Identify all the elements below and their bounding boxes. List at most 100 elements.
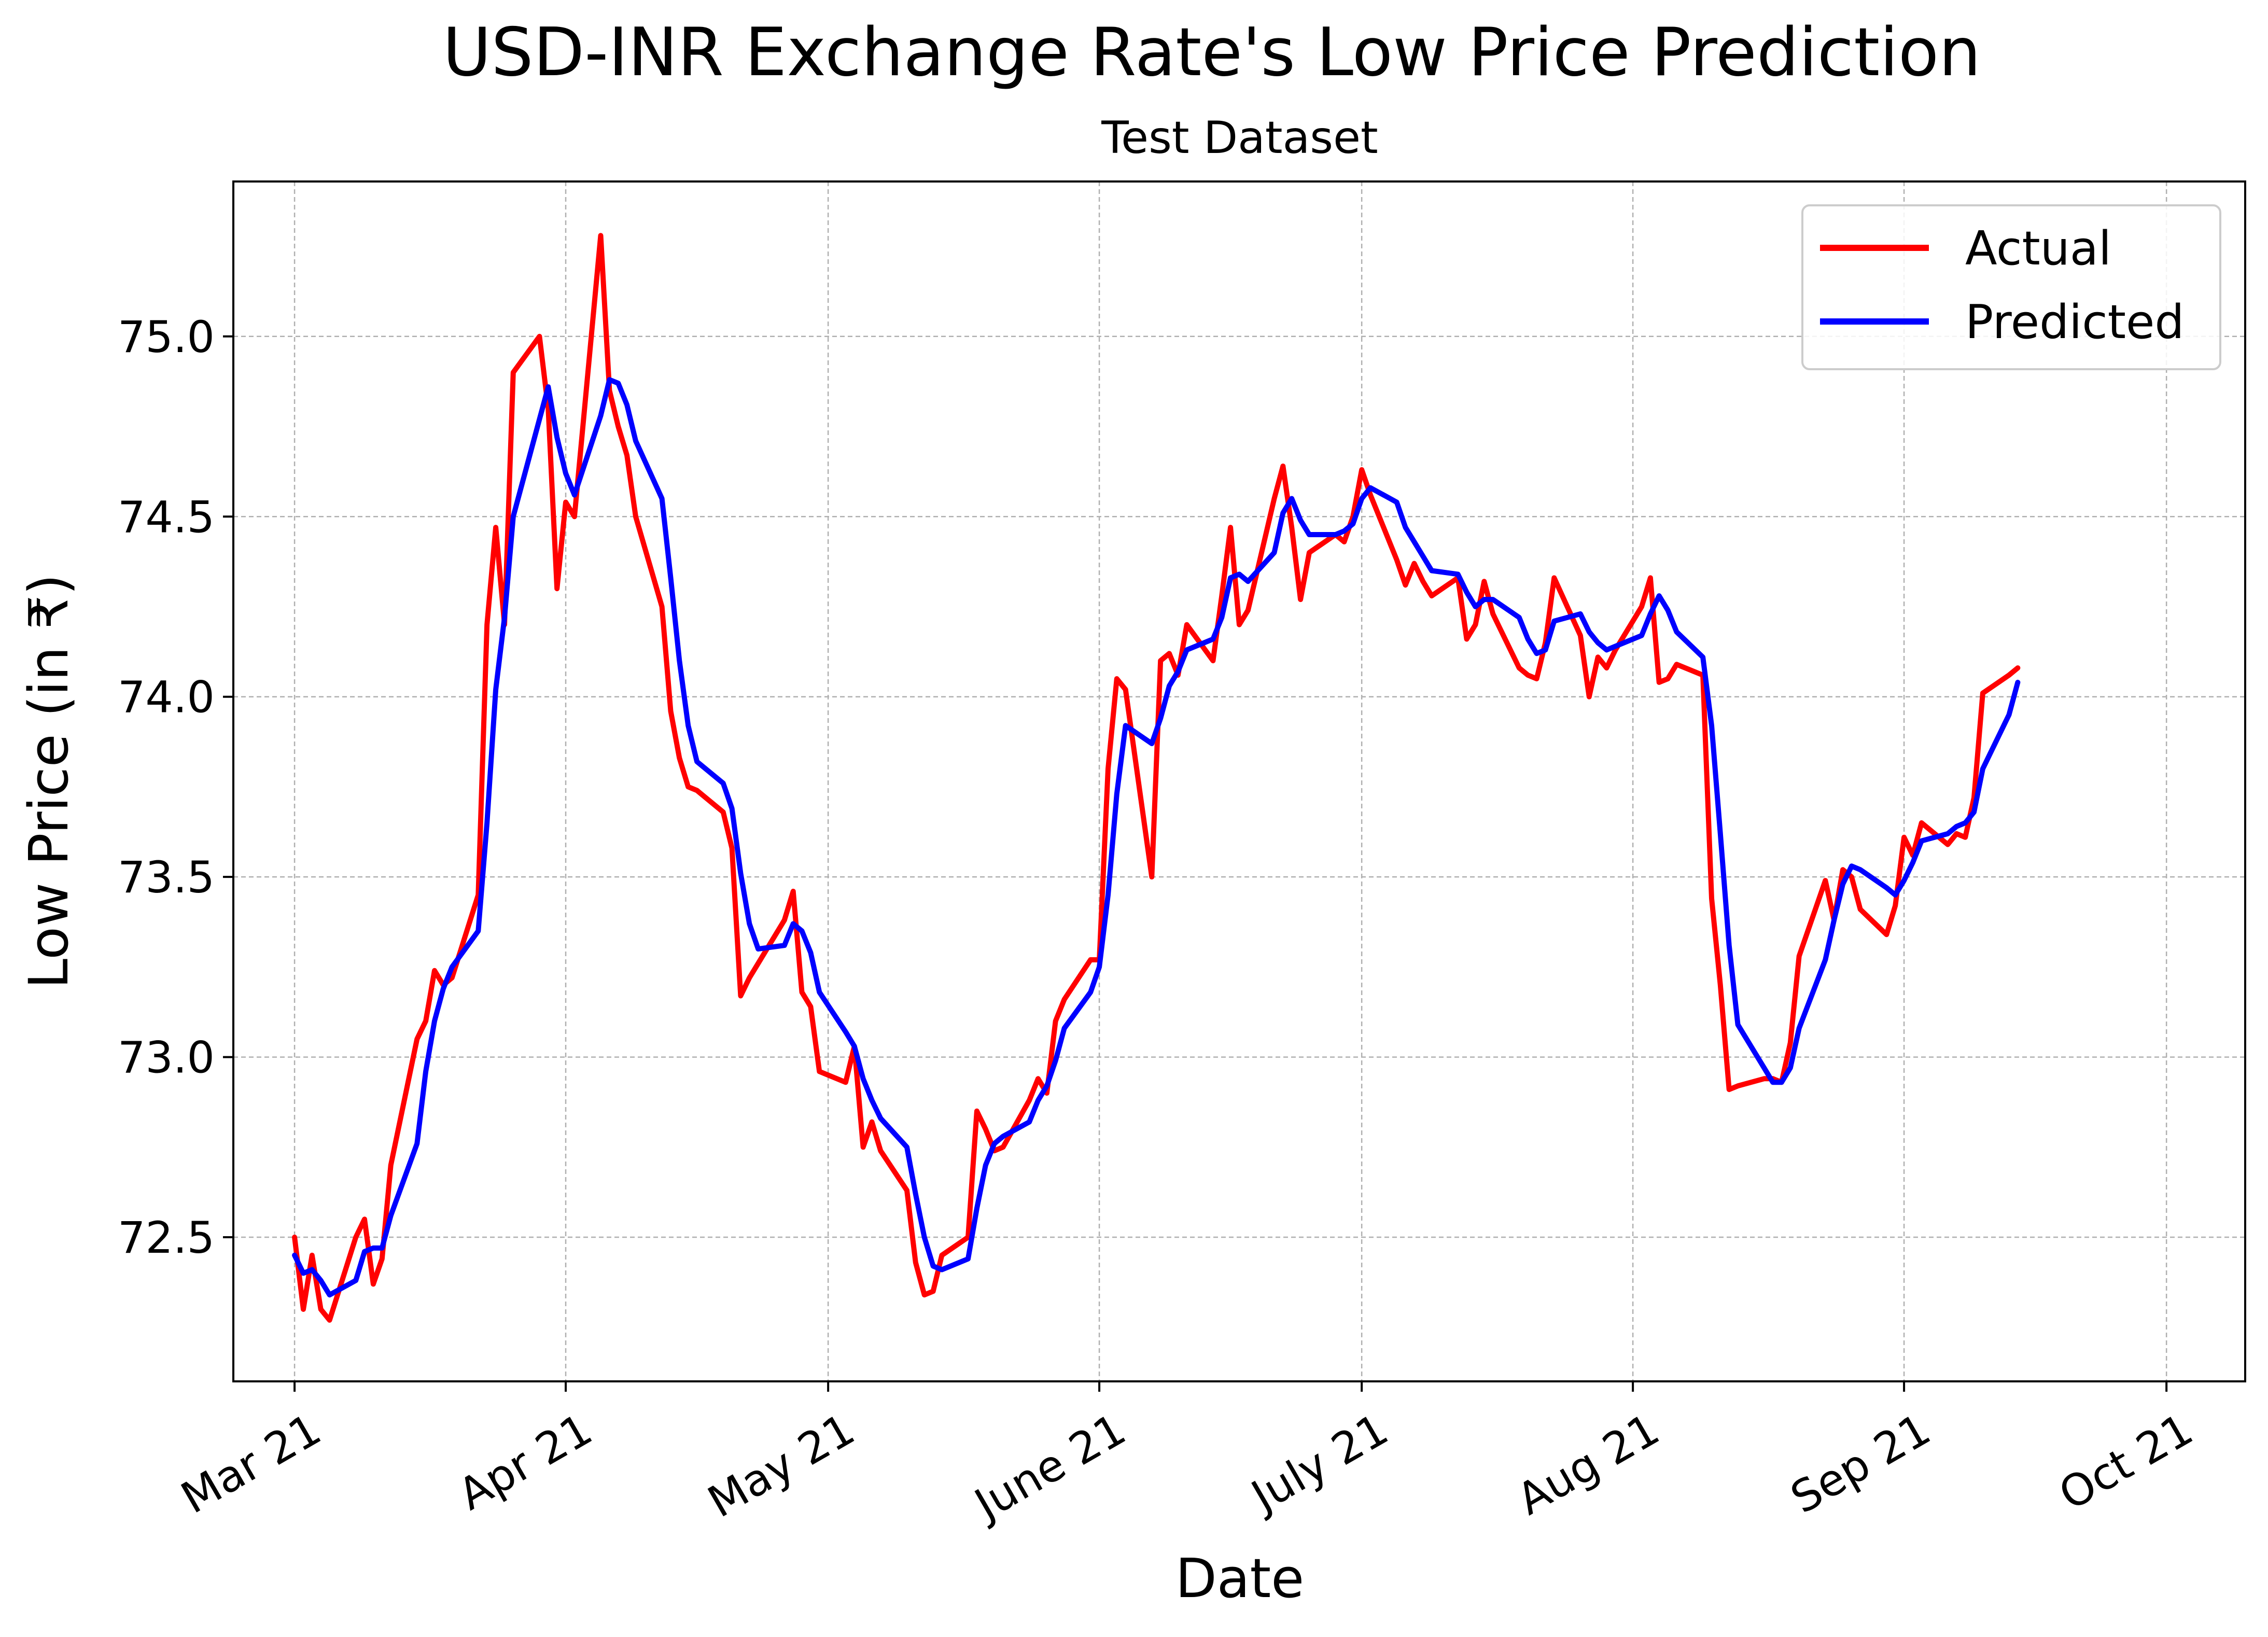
data-point-predicted — [563, 471, 568, 476]
data-point-actual — [817, 1069, 822, 1074]
data-point-predicted — [1368, 485, 1373, 491]
data-point-actual — [414, 1037, 419, 1042]
plot-area-frame — [232, 180, 2246, 1382]
data-point-actual — [493, 525, 498, 530]
data-point-actual — [1727, 1087, 1732, 1092]
data-point-actual — [1403, 582, 1408, 587]
data-point-predicted — [870, 1098, 875, 1103]
data-point-actual — [974, 1109, 979, 1114]
data-point-actual — [1945, 842, 1950, 847]
data-point-predicted — [1525, 637, 1531, 642]
data-point-actual — [1062, 997, 1067, 1002]
data-point-predicted — [1823, 957, 1828, 962]
data-point-actual — [1648, 575, 1653, 580]
chart-title: USD-INR Exchange Rate's Low Price Predic… — [443, 14, 1981, 91]
data-point-actual — [1963, 835, 1968, 840]
data-point-predicted — [913, 1192, 918, 1197]
data-point-actual — [1525, 673, 1531, 678]
data-point-actual — [922, 1292, 927, 1297]
data-point-actual — [983, 1127, 988, 1132]
data-point-predicted — [1770, 1080, 1775, 1085]
data-point-actual — [1359, 467, 1364, 472]
data-point-predicted — [660, 496, 665, 501]
data-point-predicted — [1831, 918, 1837, 923]
data-point-predicted — [931, 1264, 936, 1269]
data-point-predicted — [1727, 943, 1732, 948]
data-point-predicted — [1657, 593, 1662, 598]
data-point-predicted — [1578, 611, 1583, 617]
data-point-predicted — [1613, 643, 1618, 649]
data-point-actual — [1884, 932, 1889, 937]
data-point-predicted — [755, 946, 761, 952]
y-tick-label: 74.0 — [118, 672, 215, 723]
data-point-predicted — [1910, 860, 1915, 865]
data-point-actual — [388, 1163, 394, 1168]
data-point-predicted — [1097, 964, 1102, 970]
data-point-actual — [1665, 676, 1671, 681]
data-point-predicted — [983, 1163, 988, 1168]
data-point-predicted — [1237, 571, 1242, 577]
data-point-predicted — [747, 921, 752, 927]
data-point-actual — [563, 500, 568, 505]
data-point-predicted — [1149, 741, 1154, 746]
data-point-predicted — [1350, 521, 1355, 526]
data-point-actual — [870, 1120, 875, 1125]
data-point-actual — [1184, 622, 1189, 627]
data-point-predicted — [1175, 669, 1181, 674]
legend-label-actual: Actual — [1965, 221, 2111, 276]
data-point-predicted — [1394, 500, 1399, 505]
data-point-predicted — [432, 1018, 437, 1024]
data-point-predicted — [1945, 831, 1950, 836]
data-point-actual — [1604, 665, 1609, 670]
data-point-predicted — [1105, 892, 1111, 898]
data-point-predicted — [965, 1256, 971, 1262]
series-line-actual — [292, 233, 2021, 1323]
data-point-predicted — [1604, 647, 1609, 652]
data-point-actual — [1411, 561, 1417, 566]
data-point-actual — [668, 709, 674, 714]
data-point-actual — [2007, 673, 2012, 678]
y-tick-label: 72.5 — [118, 1212, 215, 1263]
data-point-actual — [861, 1144, 866, 1150]
data-point-actual — [721, 809, 726, 815]
data-point-predicted — [1963, 820, 1968, 826]
y-axis: 72.5 73.0 73.5 74.0 74.5 75.0 — [118, 312, 233, 1263]
data-point-predicted — [414, 1141, 419, 1146]
data-point-predicted — [1700, 654, 1705, 660]
data-point-predicted — [817, 990, 822, 995]
data-point-actual — [380, 1256, 385, 1262]
data-point-predicted — [1210, 637, 1215, 642]
data-point-actual — [878, 1148, 883, 1153]
data-point-actual — [327, 1318, 332, 1323]
data-point-actual — [755, 961, 761, 966]
data-point-actual — [1735, 1083, 1741, 1088]
data-point-actual — [1298, 597, 1303, 602]
data-point-actual — [1420, 579, 1425, 584]
data-point-predicted — [1919, 838, 1924, 844]
data-point-actual — [694, 788, 699, 793]
data-point-predicted — [1674, 629, 1679, 635]
data-point-predicted — [782, 943, 787, 948]
data-point-actual — [1228, 525, 1233, 530]
series-layer — [292, 233, 2021, 1323]
data-point-actual — [318, 1307, 324, 1312]
data-point-predicted — [904, 1144, 909, 1150]
chart-subtitle: Test Dataset — [1101, 112, 1378, 164]
data-point-predicted — [1490, 597, 1495, 602]
data-point-predicted — [615, 381, 621, 386]
data-point-predicted — [380, 1246, 385, 1251]
data-point-predicted — [1280, 510, 1285, 515]
data-point-predicted — [1954, 824, 1959, 829]
data-point-predicted — [310, 1267, 315, 1272]
data-point-actual — [1280, 464, 1285, 469]
data-point-predicted — [1779, 1080, 1784, 1085]
data-point-predicted — [800, 928, 805, 933]
data-point-actual — [1587, 694, 1592, 699]
data-point-actual — [362, 1216, 367, 1222]
data-point-actual — [310, 1253, 315, 1258]
data-point-predicted — [537, 417, 542, 422]
series-predicted — [292, 377, 2021, 1298]
y-tick-label: 73.5 — [118, 852, 215, 903]
data-point-actual — [1823, 878, 1828, 883]
data-point-actual — [1027, 1098, 1032, 1103]
